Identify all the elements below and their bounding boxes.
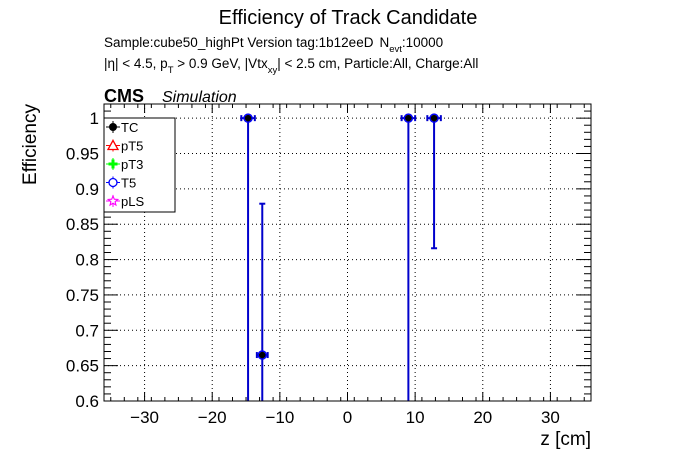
cuts-text-1: |η| < 4.5, p bbox=[104, 56, 168, 71]
cuts-text-2: > 0.9 GeV, |Vtx bbox=[174, 56, 268, 71]
chart-title: Efficiency of Track Candidate bbox=[219, 7, 478, 29]
y-tick-label: 0.85 bbox=[66, 215, 99, 234]
data-point bbox=[400, 113, 417, 401]
legend-entry-pt5: pT5 bbox=[106, 139, 143, 154]
legend-entry-pt3: pT3 bbox=[106, 157, 143, 172]
legend-entry-t5: T5 bbox=[106, 176, 136, 191]
y-axis-label: Efficiency bbox=[20, 104, 41, 185]
nevt-sub: evt bbox=[389, 44, 402, 55]
legend: TC pT5 pT3 T5 pLS bbox=[103, 117, 176, 213]
x-tick-label: −10 bbox=[265, 408, 294, 427]
legend-marker bbox=[106, 139, 120, 151]
cuts-vtx-sub: xy bbox=[268, 65, 278, 76]
legend-label: pT5 bbox=[121, 139, 143, 154]
cuts-text-3: | < 2.5 cm, Particle:All, Charge:All bbox=[277, 56, 478, 71]
sample-label: Sample:cube50_highPt Version tag:1b12eeD… bbox=[104, 35, 443, 55]
x-tick-label: −20 bbox=[198, 408, 227, 427]
t5-marker bbox=[257, 350, 268, 360]
legend-marker bbox=[109, 123, 117, 131]
tc-marker bbox=[244, 114, 252, 122]
t5-marker bbox=[403, 113, 414, 123]
y-tick-label: 0.7 bbox=[75, 321, 99, 340]
legend-marker bbox=[106, 194, 120, 207]
y-tick-label: 1 bbox=[90, 109, 99, 128]
data-point bbox=[426, 113, 442, 250]
x-tick-label: 30 bbox=[541, 408, 560, 427]
y-tick-label: 0.6 bbox=[75, 392, 99, 411]
legend-entry-tc: TC bbox=[106, 120, 138, 135]
tc-marker bbox=[430, 114, 438, 122]
y-tick-label: 0.9 bbox=[75, 180, 99, 199]
legend-label: T5 bbox=[121, 176, 136, 191]
t5-marker bbox=[429, 113, 439, 123]
cuts-pt-sub: T bbox=[168, 65, 174, 76]
legend-label: pLS bbox=[121, 194, 144, 209]
x-tick-label: 10 bbox=[406, 408, 425, 427]
x-tick-label: 0 bbox=[343, 408, 352, 427]
legend-entry-pls: pLS bbox=[106, 194, 144, 209]
tc-marker bbox=[405, 114, 412, 122]
legend-marker bbox=[108, 177, 118, 188]
y-tick-label: 0.75 bbox=[66, 286, 99, 305]
simulation-label: Simulation bbox=[162, 89, 237, 106]
y-tick-label: 0.8 bbox=[75, 251, 99, 270]
plot-frame bbox=[103, 103, 592, 402]
nevt-value: :10000 bbox=[402, 35, 443, 50]
y-tick-label: 0.65 bbox=[66, 357, 99, 376]
tick-labels: −30 −20 −10 0 10 20 30 0.6 0.65 0.7 0.75 0.8 0.85 0.9… bbox=[66, 109, 560, 427]
cms-label: CMS bbox=[104, 86, 144, 106]
legend-label: TC bbox=[121, 120, 138, 135]
x-tick-label: −30 bbox=[130, 408, 159, 427]
t5-marker bbox=[243, 113, 253, 123]
sample-text: Sample:cube50_highPt Version tag:1b12eeD bbox=[104, 35, 374, 50]
y-tick-label: 0.95 bbox=[66, 145, 99, 164]
grid-lines bbox=[104, 104, 591, 402]
data-points bbox=[240, 113, 442, 401]
data-point bbox=[255, 202, 269, 401]
cuts-label: |η| < 4.5, pT > 0.9 GeV, |Vtxxy| < 2.5 c… bbox=[104, 56, 478, 76]
x-tick-label: 20 bbox=[473, 408, 492, 427]
legend-marker bbox=[108, 159, 118, 169]
legend-label: pT3 bbox=[121, 157, 143, 172]
tc-marker bbox=[258, 351, 266, 359]
data-point bbox=[240, 113, 256, 401]
nevt-prefix: N bbox=[379, 35, 389, 50]
x-axis-label: z [cm] bbox=[540, 429, 591, 450]
